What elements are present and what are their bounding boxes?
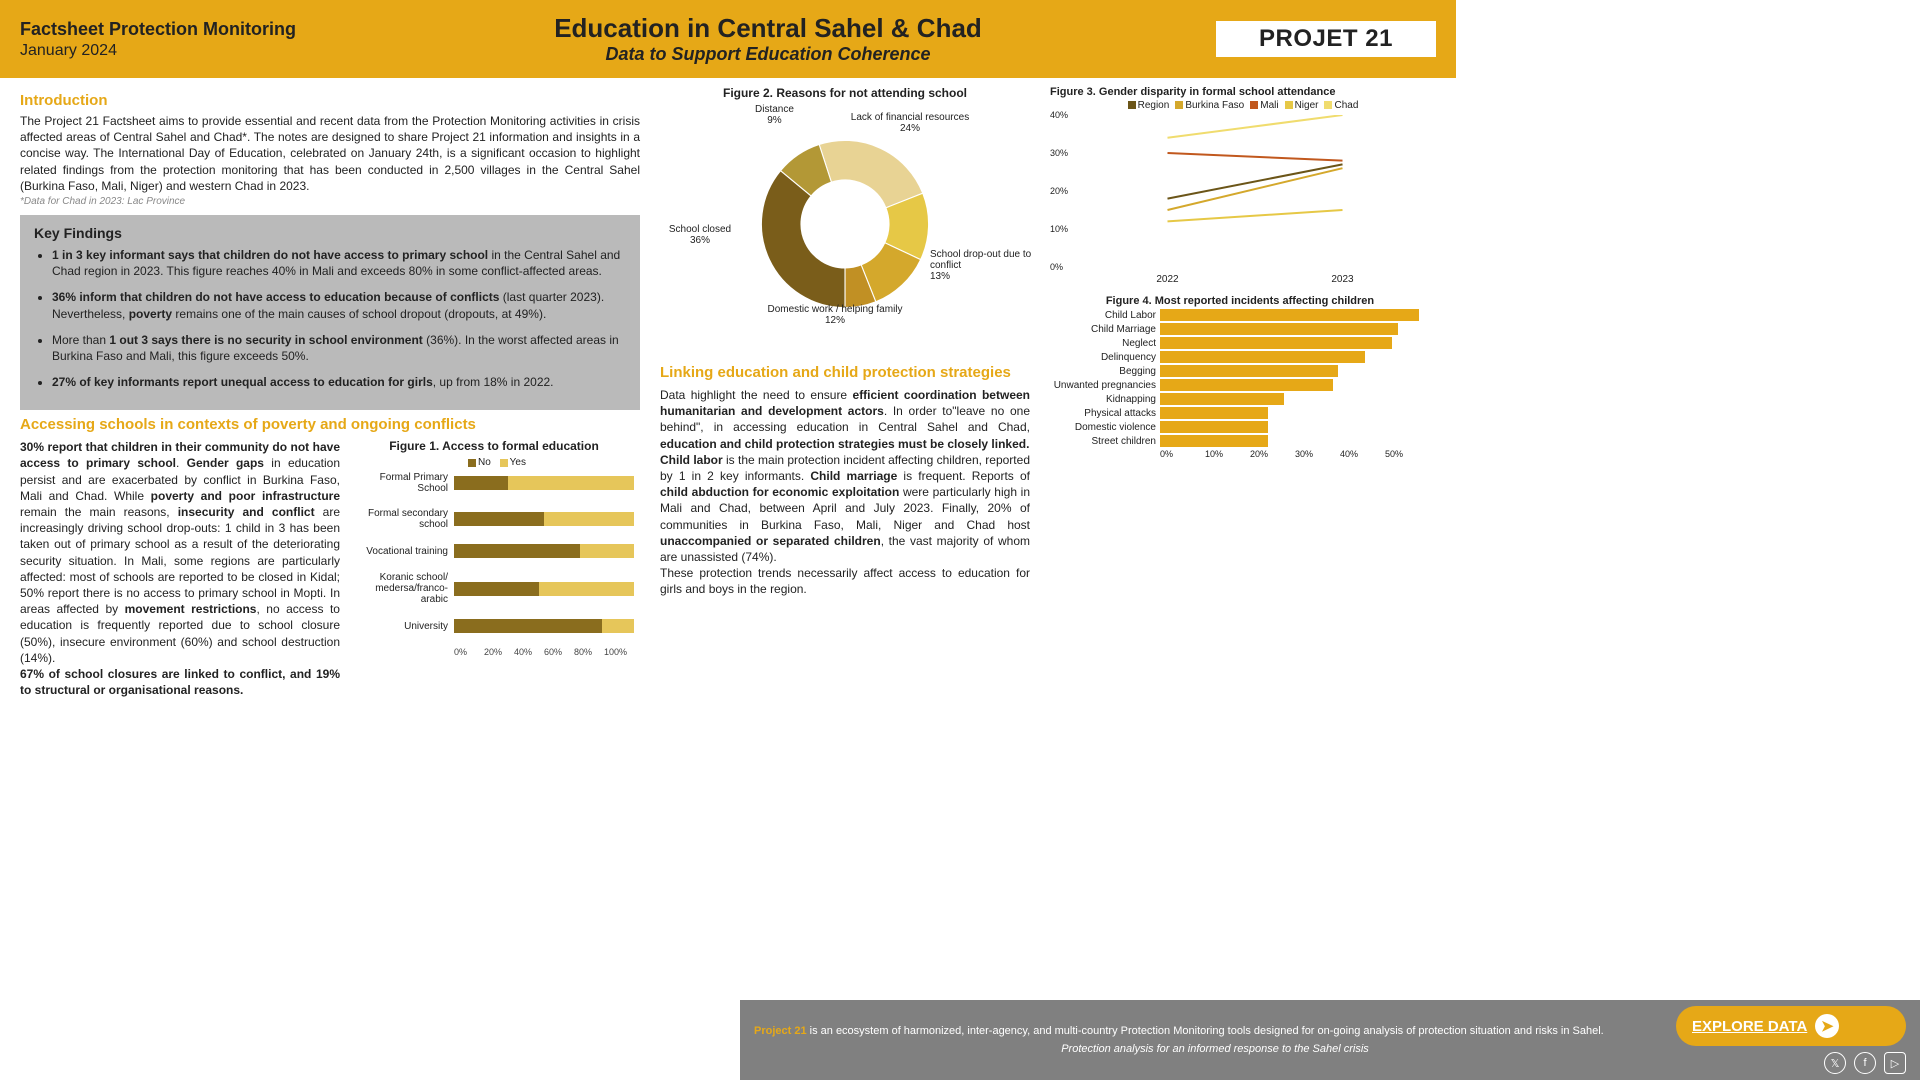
fig2-label-distance: Distance9% [755, 104, 794, 126]
fig4-category-label: Street children [1050, 436, 1160, 447]
explore-label: EXPLORE DATA [1692, 1018, 1807, 1035]
fig1-category-label: Vocational training [354, 546, 454, 557]
fig1-category-label: Formal secondary school [354, 508, 454, 530]
fig4-bar-row: Neglect [1050, 337, 1430, 349]
fig4-category-label: Child Marriage [1050, 324, 1160, 335]
main-title: Education in Central Sahel & Chad [320, 13, 1216, 44]
fig1-legend-yes: Yes [510, 457, 526, 468]
fig4-bar-row: Unwanted pregnancies [1050, 379, 1430, 391]
fig4-category-label: Unwanted pregnancies [1050, 380, 1160, 391]
fig4-bar-row: Begging [1050, 365, 1430, 377]
fig2-title: Figure 2. Reasons for not attending scho… [660, 86, 1030, 100]
key-findings-heading: Key Findings [34, 225, 626, 241]
footer-text: Project 21 is an ecosystem of harmonized… [754, 1025, 1676, 1055]
arrow-icon: ➤ [1815, 1014, 1839, 1038]
logo-box: PROJET 21 [1216, 21, 1436, 57]
accessing-body: 30% report that children in their commun… [20, 439, 340, 698]
linking-heading: Linking education and child protection s… [660, 364, 1030, 381]
fig4-category-label: Child Labor [1050, 310, 1160, 321]
factsheet-title: Factsheet Protection Monitoring [20, 19, 320, 40]
footer-p21: Project 21 [754, 1025, 807, 1037]
figure-3: Figure 3. Gender disparity in formal sch… [1050, 86, 1430, 285]
linking-body: Data highlight the need to ensure effici… [660, 387, 1030, 597]
figure-2-donut: Distance9% Lack of financial resources24… [660, 104, 1030, 344]
fig4-bar-row: Kidnapping [1050, 393, 1430, 405]
header-left: Factsheet Protection Monitoring January … [20, 19, 320, 60]
header-banner: Factsheet Protection Monitoring January … [0, 0, 1456, 78]
fig4-category-label: Domestic violence [1050, 422, 1160, 433]
footer-bar: Project 21 is an ecosystem of harmonized… [740, 1000, 1920, 1080]
fig2-label-domestic: Domestic work / helping family12% [755, 304, 915, 326]
fig1-title: Figure 1. Access to formal education [354, 439, 634, 453]
fig1-category-label: University [354, 621, 454, 632]
intro-body: The Project 21 Factsheet aims to provide… [20, 113, 640, 194]
youtube-icon[interactable]: ▷ [1884, 1052, 1906, 1074]
fig4-bar-row: Street children [1050, 435, 1430, 447]
fig4-category-label: Physical attacks [1050, 408, 1160, 419]
fig1-bar-row: Vocational training [354, 544, 634, 558]
fig1-bar-row: Koranic school/ medersa/franco-arabic [354, 572, 634, 605]
fig4-category-label: Neglect [1050, 338, 1160, 349]
key-findings-box: Key Findings 1 in 3 key informant says t… [20, 215, 640, 410]
key-finding-item: More than 1 out 3 says there is no secur… [52, 332, 626, 364]
sub-title: Data to Support Education Coherence [320, 44, 1216, 65]
footer-tagline: Protection analysis for an informed resp… [754, 1043, 1676, 1055]
fig4-bar-row: Child Labor [1050, 309, 1430, 321]
fig1-bar-row: Formal secondary school [354, 508, 634, 530]
x-icon[interactable]: 𝕏 [1824, 1052, 1846, 1074]
fig2-label-dropout: School drop-out due to conflict13% [930, 249, 1050, 282]
figure-4: Figure 4. Most reported incidents affect… [1050, 295, 1430, 459]
fig4-category-label: Delinquency [1050, 352, 1160, 363]
fig1-bar-row: University [354, 619, 634, 633]
fig4-title: Figure 4. Most reported incidents affect… [1050, 295, 1430, 307]
fig4-category-label: Kidnapping [1050, 394, 1160, 405]
fig4-bar-row: Child Marriage [1050, 323, 1430, 335]
facebook-icon[interactable]: f [1854, 1052, 1876, 1074]
figure-1: Figure 1. Access to formal education No … [354, 439, 634, 698]
intro-heading: Introduction [20, 92, 640, 109]
fig1-bar-row: Formal Primary School [354, 472, 634, 494]
fig1-category-label: Formal Primary School [354, 472, 454, 494]
logo-text: PROJET 21 [1226, 25, 1426, 53]
fig3-title: Figure 3. Gender disparity in formal sch… [1050, 86, 1430, 98]
fig2-label-financial: Lack of financial resources24% [845, 112, 975, 134]
intro-footnote: *Data for Chad in 2023: Lac Province [20, 196, 640, 207]
fig1-legend: No Yes [354, 457, 634, 468]
fig1-category-label: Koranic school/ medersa/franco-arabic [354, 572, 454, 605]
key-finding-item: 36% inform that children do not have acc… [52, 289, 626, 321]
fig4-bar-row: Delinquency [1050, 351, 1430, 363]
key-findings-list: 1 in 3 key informant says that children … [34, 247, 626, 390]
accessing-heading: Accessing schools in contexts of poverty… [20, 416, 640, 433]
factsheet-date: January 2024 [20, 42, 320, 60]
header-center: Education in Central Sahel & Chad Data t… [320, 13, 1216, 65]
footer-desc: is an ecosystem of harmonized, inter-age… [807, 1025, 1604, 1037]
fig3-legend: RegionBurkina FasoMaliNigerChad [1050, 100, 1430, 111]
fig4-bar-row: Domestic violence [1050, 421, 1430, 433]
fig4-category-label: Begging [1050, 366, 1160, 377]
key-finding-item: 27% of key informants report unequal acc… [52, 374, 626, 390]
explore-data-button[interactable]: EXPLORE DATA ➤ [1676, 1006, 1906, 1046]
fig1-legend-no: No [478, 457, 491, 468]
fig4-bar-row: Physical attacks [1050, 407, 1430, 419]
key-finding-item: 1 in 3 key informant says that children … [52, 247, 626, 279]
social-icons: 𝕏 f ▷ [1676, 1052, 1906, 1074]
fig2-label-closed: School closed36% [660, 224, 740, 246]
